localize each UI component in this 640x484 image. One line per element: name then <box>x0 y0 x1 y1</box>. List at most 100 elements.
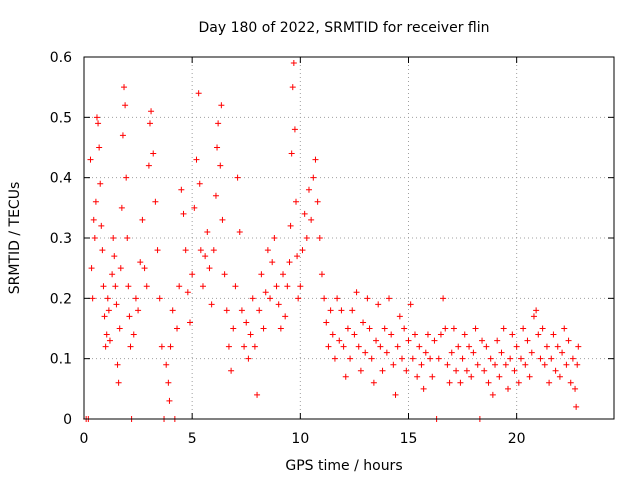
data-point <box>489 391 496 398</box>
data-point <box>214 144 221 151</box>
data-point <box>470 349 477 356</box>
data-point <box>158 343 165 350</box>
data-point <box>550 331 557 338</box>
data-point <box>535 331 542 338</box>
data-point <box>565 337 572 344</box>
axis-ticks <box>83 56 614 420</box>
data-point <box>97 180 104 187</box>
data-point <box>329 331 336 338</box>
data-point <box>375 301 382 308</box>
data-point <box>230 325 237 332</box>
data-point <box>197 247 204 254</box>
data-point <box>492 361 499 368</box>
data-point <box>196 180 203 187</box>
data-point <box>407 301 414 308</box>
data-point <box>360 319 367 326</box>
data-point <box>561 325 568 332</box>
data-point <box>494 337 501 344</box>
y-tick-label: 0.4 <box>50 171 72 187</box>
data-point <box>150 150 157 157</box>
data-point <box>392 391 399 398</box>
data-point <box>453 367 460 374</box>
x-tick-label: 15 <box>400 431 418 447</box>
data-point <box>483 343 490 350</box>
data-point <box>221 271 228 278</box>
data-point <box>118 204 125 211</box>
data-point <box>559 349 566 356</box>
data-point <box>373 337 380 344</box>
data-point <box>520 325 527 332</box>
data-point <box>122 102 129 109</box>
data-point <box>485 379 492 386</box>
data-point <box>321 295 328 302</box>
data-point <box>563 361 570 368</box>
data-point <box>511 367 518 374</box>
data-point <box>166 397 173 404</box>
data-point <box>178 186 185 193</box>
data-point <box>524 337 531 344</box>
data-point <box>112 283 119 290</box>
data-point <box>294 253 301 260</box>
data-point <box>127 343 134 350</box>
x-tick-label: 20 <box>508 431 526 447</box>
data-point <box>102 343 109 350</box>
data-point <box>444 361 451 368</box>
data-point <box>218 102 225 109</box>
data-point <box>258 271 265 278</box>
data-point <box>567 379 574 386</box>
data-point <box>152 198 159 205</box>
data-point <box>533 307 540 314</box>
data-point <box>357 367 364 374</box>
data-point <box>143 283 150 290</box>
data-point <box>431 337 438 344</box>
data-point <box>377 343 384 350</box>
data-point <box>284 283 291 290</box>
data-point <box>396 313 403 320</box>
data-point <box>137 259 144 266</box>
data-point <box>461 331 468 338</box>
data-point <box>479 337 486 344</box>
data-point <box>530 313 537 320</box>
data-point <box>195 90 202 97</box>
data-point <box>204 228 211 235</box>
data-point <box>98 222 105 229</box>
data-point <box>466 343 473 350</box>
data-point <box>455 343 462 350</box>
data-point <box>174 325 181 332</box>
data-point <box>124 235 131 241</box>
data-point <box>526 373 533 380</box>
data-point <box>459 355 466 362</box>
data-point <box>435 355 442 362</box>
data-point <box>146 120 153 127</box>
data-point <box>355 343 362 350</box>
data-point <box>139 216 146 223</box>
data-point <box>105 307 112 314</box>
data-point <box>236 228 243 235</box>
data-point <box>93 114 100 121</box>
data-point <box>110 235 117 241</box>
data-point <box>291 126 298 133</box>
data-point <box>163 361 170 368</box>
data-point <box>293 198 299 205</box>
data-point <box>286 259 293 266</box>
data-point <box>390 361 397 368</box>
data-point <box>318 271 325 278</box>
data-point <box>135 307 142 314</box>
y-tick-label: 0.6 <box>50 50 72 66</box>
data-point <box>340 343 347 350</box>
data-point <box>100 283 107 290</box>
data-point <box>290 60 297 67</box>
y-tick-label: 0.5 <box>50 110 72 126</box>
data-point <box>468 373 475 380</box>
data-point <box>243 319 250 326</box>
data-point <box>180 210 187 217</box>
data-point <box>472 325 479 332</box>
data-point <box>440 295 447 302</box>
data-point <box>370 379 377 386</box>
data-point <box>165 379 172 386</box>
data-point <box>113 301 120 308</box>
data-point <box>405 337 412 344</box>
data-point <box>111 253 118 260</box>
y-axis-label: SRMTID / TECUs <box>7 182 23 295</box>
